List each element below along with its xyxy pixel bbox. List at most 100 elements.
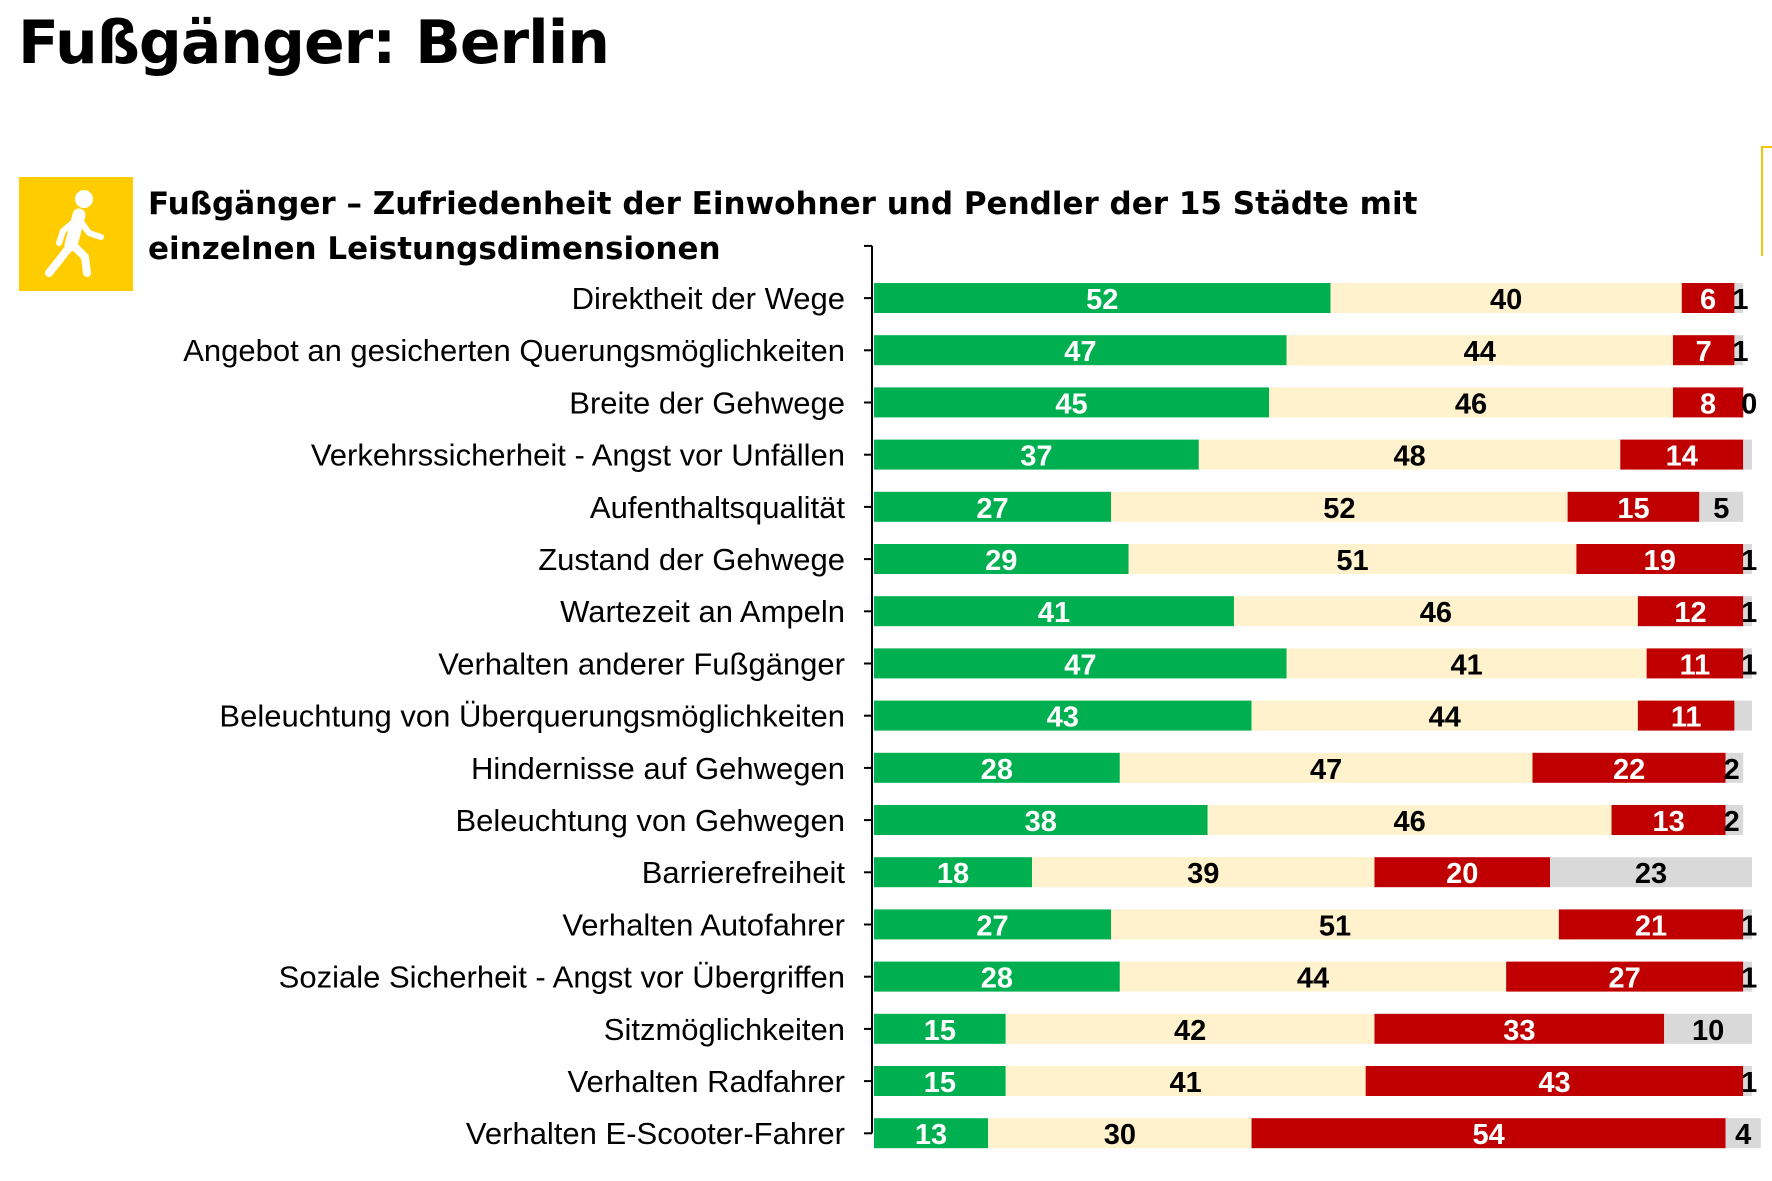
bar-segment — [1251, 700, 1638, 731]
data-label: 15 — [1617, 493, 1649, 525]
bar-segment — [874, 596, 1234, 627]
bar-segment — [1550, 857, 1752, 888]
bar-segment — [874, 1066, 1006, 1096]
bar-segment — [1725, 752, 1744, 783]
bar-segment — [1032, 857, 1375, 888]
bar-segment — [1374, 1013, 1665, 1044]
data-label: 44 — [1429, 702, 1461, 734]
bar-segment — [1005, 1013, 1375, 1044]
bar-segment — [1637, 700, 1735, 731]
data-label: 29 — [985, 545, 1017, 577]
data-label: 22 — [1613, 754, 1645, 786]
data-label: 23 — [1635, 858, 1667, 890]
bar-segment — [874, 335, 1287, 366]
data-label: 51 — [1336, 545, 1368, 577]
data-label: 47 — [1064, 336, 1096, 368]
bar-segment — [874, 283, 1331, 313]
category-labels: Direktheit der Wege Angebot an gesicherte… — [183, 281, 845, 1151]
pedestrian-walking-icon — [19, 177, 133, 291]
data-label: 1 — [1741, 545, 1757, 577]
data-label: 37 — [1020, 441, 1052, 473]
data-label: 1 — [1732, 284, 1748, 316]
data-label: 41 — [1038, 597, 1070, 629]
bar-segment — [1128, 544, 1577, 574]
category-label: Aufenthaltsqualität — [590, 490, 845, 525]
data-label: 41 — [1451, 649, 1483, 681]
bar-segment — [1672, 335, 1735, 366]
bar-segment — [1743, 544, 1752, 574]
data-label: 1 — [1741, 649, 1757, 681]
data-label: 52 — [1086, 284, 1118, 316]
bar-segment — [874, 491, 1112, 522]
data-label: 2 — [1724, 806, 1740, 838]
data-label: 48 — [1393, 441, 1425, 473]
data-label: 41 — [1170, 1067, 1202, 1099]
bar-segment — [1743, 596, 1752, 627]
category-label: Soziale Sicherheit - Angst vor Übergriff… — [279, 960, 845, 995]
data-label: 8 — [1700, 388, 1716, 420]
bar-segment — [1743, 648, 1752, 679]
bar-segment — [1611, 805, 1726, 835]
data-label: 13 — [1652, 806, 1684, 838]
bar-segment — [1111, 491, 1568, 522]
data-label: 19 — [1644, 545, 1676, 577]
bar-segment — [1506, 961, 1744, 992]
bar-segment — [1567, 491, 1700, 522]
bar-segment — [1365, 1066, 1744, 1096]
bar-segment — [1119, 961, 1507, 992]
data-label: 38 — [1025, 806, 1057, 838]
bar-segment — [988, 1118, 1252, 1149]
bar-segment — [874, 544, 1129, 574]
data-label: 47 — [1310, 754, 1342, 786]
bar-segment — [1269, 387, 1673, 418]
data-label: 12 — [1674, 597, 1706, 629]
data-label: 21 — [1635, 910, 1667, 942]
category-label: Sitzmöglichkeiten — [604, 1012, 845, 1047]
data-label: 46 — [1393, 806, 1425, 838]
bar-segment — [874, 1013, 1006, 1044]
data-label: 4 — [1735, 1119, 1751, 1151]
data-label: 44 — [1297, 963, 1329, 995]
y-axis — [864, 244, 873, 1135]
bar-segment — [1734, 335, 1744, 366]
bar-segment — [1725, 1118, 1761, 1149]
bar-segment — [1111, 909, 1559, 940]
chart-title: Fußgänger – Zufriedenheit der Einwohner … — [148, 186, 1418, 267]
data-label: 46 — [1455, 388, 1487, 420]
bar-segment — [874, 857, 1033, 888]
data-label: 14 — [1666, 441, 1698, 473]
bar-segment — [1743, 1066, 1752, 1096]
category-label: Breite der Gehwege — [569, 385, 845, 420]
bar-segment — [1725, 805, 1744, 835]
bar-segment — [874, 752, 1120, 783]
data-label: 51 — [1319, 910, 1351, 942]
bar-segment — [1664, 1013, 1752, 1044]
data-label: 11 — [1680, 649, 1711, 681]
category-label: Direktheit der Wege — [572, 281, 845, 316]
category-label: Verkehrssicherheit - Angst vor Unfällen — [311, 438, 845, 473]
data-label: 43 — [1538, 1067, 1570, 1099]
data-label: 28 — [981, 963, 1013, 995]
bar-segment — [1681, 283, 1735, 313]
category-label: Angebot an gesicherten Querungsmöglichke… — [183, 333, 845, 368]
bar-segment — [1743, 909, 1752, 940]
bar-segment — [874, 648, 1287, 679]
category-label: Verhalten anderer Fußgänger — [438, 646, 845, 681]
data-label: 15 — [924, 1067, 956, 1099]
pedestrian-walking-icon-graphic — [45, 190, 104, 277]
bar-segment — [1576, 544, 1744, 574]
bar-segment — [1558, 909, 1744, 940]
data-label: 11 — [1671, 702, 1702, 734]
data-label: 54 — [1472, 1119, 1504, 1151]
bar-segment — [874, 387, 1270, 418]
data-label: 30 — [1104, 1119, 1136, 1151]
bar-segment — [1286, 335, 1673, 366]
bar-segment — [874, 439, 1199, 470]
bar-segment — [1207, 805, 1612, 835]
data-label: 40 — [1490, 284, 1522, 316]
bar-segment — [1734, 700, 1752, 731]
category-label: Verhalten Radfahrer — [568, 1064, 845, 1099]
bar-segment — [1251, 1118, 1726, 1149]
category-label: Wartezeit an Ampeln — [560, 594, 845, 629]
